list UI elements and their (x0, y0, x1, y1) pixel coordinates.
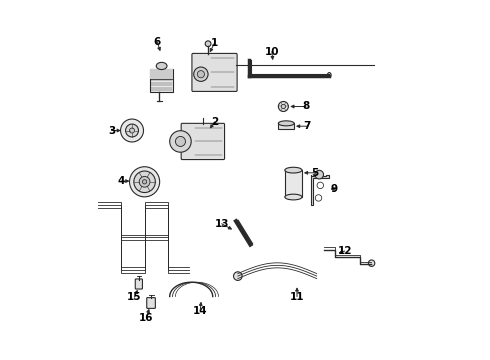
Text: 10: 10 (265, 46, 279, 57)
Text: 16: 16 (139, 313, 154, 323)
Circle shape (121, 119, 144, 142)
Ellipse shape (278, 121, 294, 126)
Text: 15: 15 (127, 292, 142, 302)
FancyBboxPatch shape (192, 53, 237, 91)
Circle shape (175, 136, 186, 147)
Text: 14: 14 (193, 306, 207, 316)
Text: 6: 6 (153, 37, 161, 46)
Circle shape (194, 67, 208, 81)
Text: 9: 9 (330, 184, 338, 194)
Ellipse shape (285, 167, 302, 173)
Circle shape (143, 180, 147, 184)
Circle shape (129, 167, 160, 197)
FancyBboxPatch shape (147, 298, 155, 309)
Polygon shape (311, 175, 329, 205)
Circle shape (317, 182, 323, 189)
Text: 3: 3 (108, 126, 115, 135)
Text: 2: 2 (211, 117, 218, 127)
Circle shape (315, 170, 323, 179)
Circle shape (205, 41, 211, 46)
Text: 4: 4 (118, 176, 125, 186)
Circle shape (278, 102, 289, 112)
Text: 5: 5 (311, 168, 318, 178)
Text: 11: 11 (290, 292, 304, 302)
FancyBboxPatch shape (181, 123, 224, 159)
Text: 13: 13 (215, 219, 229, 229)
Text: 1: 1 (211, 38, 218, 48)
FancyBboxPatch shape (135, 279, 143, 289)
Circle shape (315, 195, 322, 201)
Circle shape (125, 124, 139, 137)
Circle shape (170, 131, 191, 152)
Bar (150, 69, 173, 92)
Bar (278, 123, 294, 129)
Circle shape (197, 71, 204, 78)
Circle shape (129, 128, 135, 133)
Text: 8: 8 (302, 102, 310, 112)
Ellipse shape (327, 73, 331, 77)
Bar (285, 170, 302, 197)
Ellipse shape (156, 62, 167, 69)
Bar (150, 69, 173, 79)
Text: 7: 7 (303, 121, 311, 131)
Circle shape (281, 104, 286, 109)
Ellipse shape (285, 194, 302, 200)
Circle shape (139, 176, 150, 187)
Circle shape (134, 171, 155, 193)
Circle shape (368, 260, 375, 266)
Text: 12: 12 (338, 246, 352, 256)
Circle shape (234, 272, 242, 280)
